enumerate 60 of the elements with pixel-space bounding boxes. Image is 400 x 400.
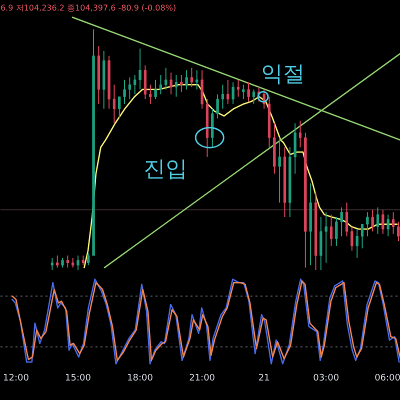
candlestick <box>56 255 59 268</box>
candlestick <box>118 96 121 119</box>
candlestick <box>170 72 172 95</box>
candlestick <box>134 74 136 95</box>
candlestick <box>371 209 374 232</box>
x-tick-label: 15:00 <box>65 374 92 384</box>
text: 6.9 저104,236.2 종104,397.6 -80.9 (-0.08%) <box>0 4 176 12</box>
candlestick <box>278 137 281 204</box>
candlestick <box>226 79 230 104</box>
x-tick-label: 21:00 <box>189 374 216 384</box>
x-tick-label: 06:00 <box>374 374 400 384</box>
candlestick <box>242 84 245 100</box>
candlestick <box>232 82 234 104</box>
x-tick-label: 03:00 <box>313 374 340 384</box>
candlestick <box>159 74 162 95</box>
candlestick <box>190 67 194 88</box>
candlestick <box>298 120 302 148</box>
candlestick <box>247 82 250 102</box>
candlestick <box>61 257 64 268</box>
annotation: 익절 <box>261 62 306 88</box>
candlestick <box>72 257 74 268</box>
candlestick <box>382 209 384 234</box>
candlestick <box>221 84 224 110</box>
x-tick-label: 21 <box>258 374 270 384</box>
candlestick <box>82 255 85 266</box>
candlestick <box>174 74 178 98</box>
candlestick <box>356 228 358 258</box>
candlestick <box>149 84 152 104</box>
candlestick <box>128 76 132 100</box>
annotation: 진입 <box>144 157 188 182</box>
candlestick <box>87 252 90 266</box>
candlestick <box>360 224 364 249</box>
candlestick <box>335 216 338 246</box>
candlestick <box>252 88 256 104</box>
candlestick <box>262 88 266 110</box>
candlestick <box>392 212 395 234</box>
candlestick <box>345 202 348 237</box>
candlestick <box>76 255 80 270</box>
candlestick <box>112 84 116 124</box>
candlestick <box>330 214 333 246</box>
candlestick <box>386 214 390 237</box>
candlestick <box>66 255 70 268</box>
candlestick <box>350 226 354 252</box>
candlestick <box>154 79 157 100</box>
x-tick-label: 12:00 <box>3 374 30 384</box>
candlestick <box>180 74 183 92</box>
candlestick <box>236 79 240 98</box>
candlestick <box>340 206 343 237</box>
candlestick <box>138 48 142 90</box>
x-tick-label: 18:00 <box>127 374 154 384</box>
candlestick <box>397 221 400 242</box>
candlestick <box>164 67 168 90</box>
candlestick <box>324 212 328 264</box>
candlestick <box>185 70 188 90</box>
candlestick <box>366 212 369 237</box>
candlestick <box>50 257 54 270</box>
candlestick <box>376 206 380 234</box>
candlestick <box>123 79 126 104</box>
candlestick <box>216 94 219 119</box>
candlestick <box>196 70 198 90</box>
